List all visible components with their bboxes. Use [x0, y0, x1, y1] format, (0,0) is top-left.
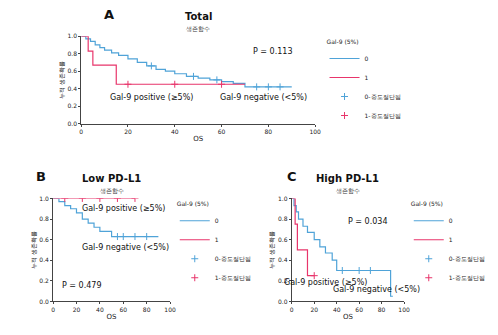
svg-text:0: 0: [290, 306, 294, 313]
svg-text:0.4: 0.4: [39, 256, 49, 263]
svg-text:0: 0: [365, 55, 369, 62]
svg-text:0: 0: [51, 306, 55, 313]
svg-text:0.8: 0.8: [39, 215, 49, 222]
svg-text:100: 100: [164, 306, 176, 313]
svg-text:0.8: 0.8: [278, 215, 288, 222]
svg-text:Gal-9 (5%): Gal-9 (5%): [411, 200, 443, 207]
svg-text:Gal-9 positive (≥5%): Gal-9 positive (≥5%): [110, 93, 193, 102]
svg-text:1: 1: [365, 74, 369, 81]
svg-text:40: 40: [96, 306, 104, 313]
svg-text:1-중도절단됨: 1-중도절단됨: [449, 274, 485, 281]
svg-text:누적 생존확률: 누적 생존확률: [58, 61, 65, 99]
svg-text:1.0: 1.0: [39, 195, 49, 202]
svg-text:1.0: 1.0: [67, 32, 77, 39]
svg-text:1-중도절단됨: 1-중도절단됨: [215, 274, 251, 281]
svg-text:P = 0.113: P = 0.113: [253, 47, 293, 56]
svg-text:Gal-9 positive (≥5%): Gal-9 positive (≥5%): [82, 204, 165, 213]
svg-text:High PD-L1: High PD-L1: [316, 173, 379, 184]
svg-text:1.0: 1.0: [278, 195, 288, 202]
svg-text:C: C: [287, 169, 297, 184]
svg-text:0.0: 0.0: [39, 298, 49, 305]
svg-text:0.0: 0.0: [67, 120, 77, 127]
svg-text:0.6: 0.6: [67, 67, 77, 74]
svg-text:0.6: 0.6: [39, 236, 49, 243]
svg-text:0.8: 0.8: [67, 50, 77, 57]
svg-text:1: 1: [215, 236, 219, 243]
svg-text:0.2: 0.2: [39, 277, 49, 284]
svg-text:누적 생존확률: 누적 생존확률: [30, 231, 37, 269]
svg-text:0.4: 0.4: [67, 85, 77, 92]
svg-text:1: 1: [449, 236, 453, 243]
svg-text:0: 0: [79, 128, 83, 135]
svg-text:B: B: [36, 169, 46, 184]
svg-text:60: 60: [218, 128, 226, 135]
svg-text:Gal-9 negative (<5%): Gal-9 negative (<5%): [220, 93, 307, 102]
svg-text:Gal-9 negative (<5%): Gal-9 negative (<5%): [333, 285, 420, 294]
svg-text:0.0: 0.0: [278, 298, 288, 305]
svg-text:1-중도절단됨: 1-중도절단됨: [365, 112, 401, 119]
svg-text:생존함수: 생존함수: [100, 187, 124, 194]
svg-text:0: 0: [449, 217, 453, 224]
svg-text:20: 20: [73, 306, 81, 313]
svg-text:누적 생존확률: 누적 생존확률: [268, 231, 275, 269]
svg-text:생존함수: 생존함수: [336, 187, 360, 194]
svg-text:Total: Total: [185, 11, 212, 22]
svg-text:40: 40: [333, 306, 341, 313]
svg-text:80: 80: [143, 306, 151, 313]
svg-text:40: 40: [171, 128, 179, 135]
svg-text:0-중도절단됨: 0-중도절단됨: [449, 255, 485, 262]
svg-text:0.4: 0.4: [278, 256, 288, 263]
svg-text:OS: OS: [343, 313, 354, 321]
svg-text:Low PD-L1: Low PD-L1: [82, 173, 141, 184]
svg-text:100: 100: [309, 128, 321, 135]
svg-text:80: 80: [265, 128, 273, 135]
svg-text:20: 20: [124, 128, 132, 135]
svg-text:A: A: [104, 7, 114, 22]
svg-text:OS: OS: [193, 135, 204, 143]
svg-text:P = 0.034: P = 0.034: [348, 217, 388, 226]
svg-text:80: 80: [378, 306, 386, 313]
svg-text:P = 0.479: P = 0.479: [62, 281, 102, 290]
svg-text:Gal-9 (5%): Gal-9 (5%): [177, 200, 209, 207]
svg-text:생존함수: 생존함수: [186, 25, 210, 32]
svg-text:100: 100: [398, 306, 410, 313]
svg-text:60: 60: [355, 306, 363, 313]
svg-text:OS: OS: [107, 313, 118, 321]
svg-text:Gal-9 (5%): Gal-9 (5%): [327, 38, 359, 45]
svg-text:0-중도절단됨: 0-중도절단됨: [365, 93, 401, 100]
svg-text:0.2: 0.2: [67, 102, 77, 109]
svg-text:60: 60: [119, 306, 127, 313]
svg-text:0-중도절단됨: 0-중도절단됨: [215, 255, 251, 262]
svg-text:0: 0: [215, 217, 219, 224]
svg-text:Gal-9 negative (<5%): Gal-9 negative (<5%): [82, 243, 169, 252]
svg-text:20: 20: [310, 306, 318, 313]
svg-text:0.2: 0.2: [278, 277, 288, 284]
svg-text:Gal-9 positive (≥5%): Gal-9 positive (≥5%): [284, 278, 367, 287]
svg-text:0.6: 0.6: [278, 236, 288, 243]
